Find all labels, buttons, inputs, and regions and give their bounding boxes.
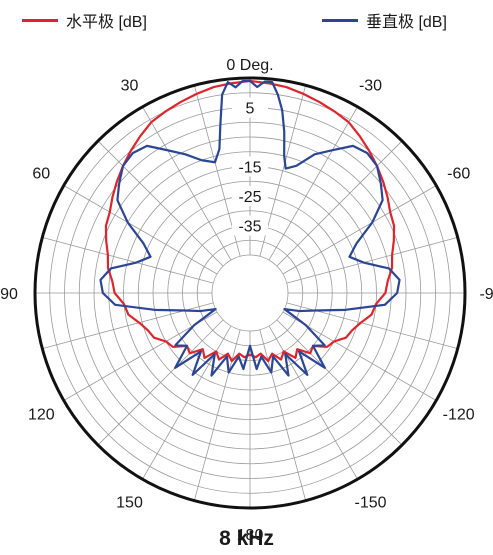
radial-label-bg (232, 186, 268, 206)
grid-spoke (282, 185, 437, 275)
angle-label: 30 (121, 77, 139, 94)
grid-spoke (268, 325, 358, 480)
grid-spoke (42, 236, 214, 284)
grid-spoke (276, 140, 403, 267)
grid-ring (211, 254, 289, 332)
angle-label: 90 (0, 286, 18, 303)
radial-label-bg (232, 97, 268, 118)
angle-label: -120 (443, 407, 475, 424)
angle-label: -90 (479, 286, 493, 303)
angle-label: 0 Deg. (226, 57, 273, 74)
angle-label: -60 (447, 166, 470, 183)
grid-spoke (63, 185, 218, 275)
angle-label: 60 (32, 166, 50, 183)
chart-title: 8 kHz (219, 527, 274, 550)
series-line-vertical (99, 79, 401, 377)
legend-vertical-label: 垂直极 [dB] (366, 14, 447, 31)
series-layer (99, 79, 401, 377)
radial-label-bg (232, 215, 268, 236)
grid-spoke (97, 319, 224, 446)
legend-horizontal: 水平极 [dB] (22, 8, 147, 32)
grid-spoke (268, 106, 358, 261)
grid-spoke (142, 106, 232, 261)
radial-label-bg (232, 156, 268, 177)
angle-label: 150 (116, 495, 143, 512)
grid-spoke (193, 329, 241, 501)
polar-grid (33, 76, 467, 510)
angle-label: 180 (237, 527, 264, 544)
grid-spoke (97, 140, 224, 267)
grid-spoke (276, 319, 403, 446)
angle-label: -150 (354, 495, 386, 512)
radial-label: -15 (238, 160, 261, 177)
angle-label: -30 (359, 77, 382, 94)
grid-spoke (286, 236, 458, 284)
radial-label: -25 (238, 189, 261, 206)
grid-spoke (259, 329, 307, 501)
chart-labels: 0 Deg. -30 -60 -90 -120 -150 180 150 120 90 60 30 5 -… (0, 57, 493, 544)
radial-label: -35 (238, 219, 261, 236)
grid-spoke (142, 325, 232, 480)
legend-horizontal-swatch (22, 18, 58, 22)
radial-label: 5 (246, 101, 255, 118)
outer-ring (33, 76, 467, 510)
legend-vertical: 垂直极 [dB] (322, 8, 447, 32)
legend-vertical-swatch (322, 18, 358, 22)
legend-horizontal-label: 水平极 [dB] (66, 14, 147, 31)
angle-label: 120 (28, 407, 55, 424)
